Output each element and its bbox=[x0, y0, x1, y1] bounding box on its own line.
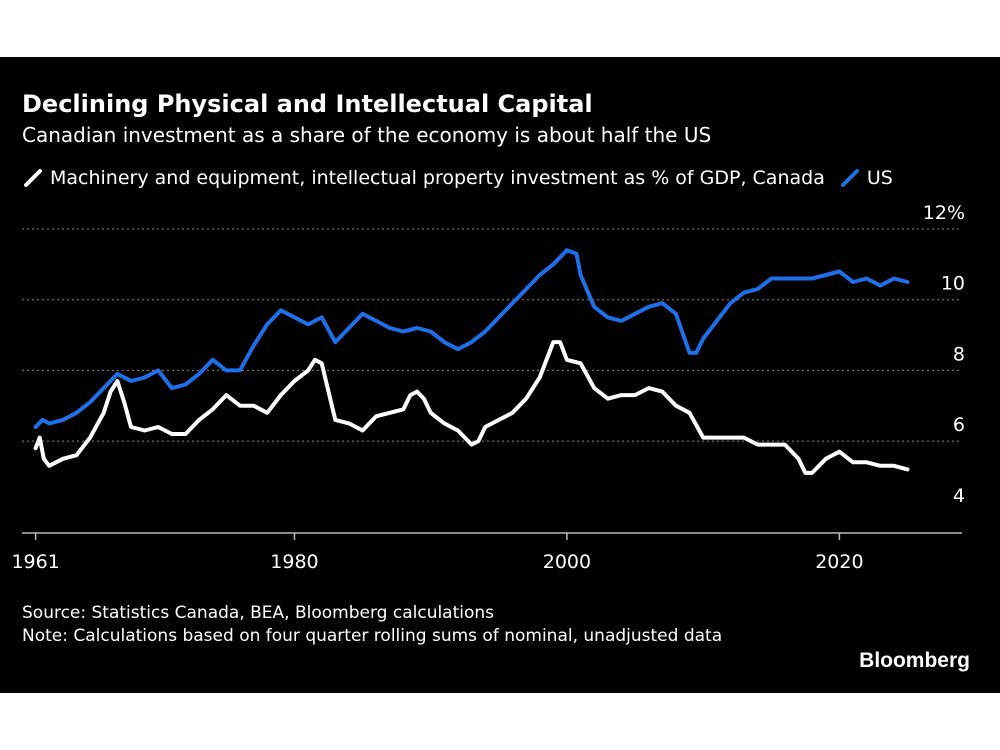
legend-swatch-us bbox=[840, 169, 859, 187]
footer: Source: Statistics Canada, BEA, Bloomber… bbox=[22, 602, 782, 648]
calculation-note: Note: Calculations based on four quarter… bbox=[22, 626, 723, 646]
y-tick-label: 8 bbox=[953, 343, 965, 365]
legend: Machinery and equipment, intellectual pr… bbox=[22, 167, 893, 189]
series-line-us bbox=[33, 248, 910, 429]
bloomberg-logo: Bloomberg bbox=[859, 649, 970, 672]
y-tick-label: 4 bbox=[953, 485, 965, 507]
line-chart: 12% 10 8 6 4 1961 1980 2000 2020 bbox=[11, 202, 965, 573]
series-line-canada bbox=[33, 340, 910, 475]
chart-panel: Declining Physical and Intellectual Capi… bbox=[0, 57, 1000, 693]
y-tick-label: 12% bbox=[923, 202, 965, 224]
y-tick-label: 10 bbox=[941, 273, 965, 295]
chart-title: Declining Physical and Intellectual Capi… bbox=[22, 90, 593, 118]
legend-label-us: US bbox=[866, 167, 893, 189]
legend-label-canada: Machinery and equipment, intellectual pr… bbox=[50, 167, 825, 189]
x-tick-label: 1980 bbox=[270, 551, 318, 573]
source-note: Source: Statistics Canada, BEA, Bloomber… bbox=[22, 603, 495, 623]
y-tick-label: 6 bbox=[953, 414, 965, 436]
x-tick-label: 1961 bbox=[11, 551, 59, 573]
legend-swatch-canada bbox=[24, 169, 42, 187]
x-tick-label: 2020 bbox=[815, 551, 863, 573]
chart-subtitle: Canadian investment as a share of the ec… bbox=[22, 123, 712, 147]
x-tick-label: 2000 bbox=[543, 551, 591, 573]
